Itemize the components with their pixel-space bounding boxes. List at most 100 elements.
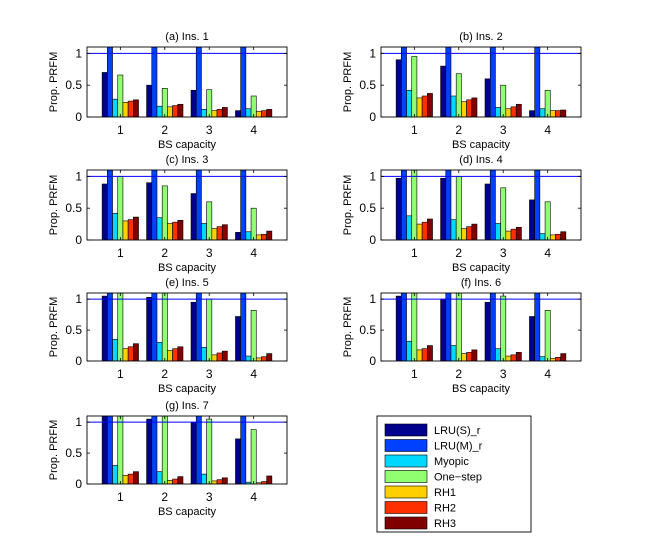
y-tick-label: 0.5	[65, 323, 82, 337]
bar	[406, 89, 413, 117]
legend-label: One−step	[434, 472, 482, 484]
bar	[172, 348, 179, 361]
bar	[101, 416, 108, 484]
bar	[195, 170, 202, 240]
bar	[445, 47, 452, 117]
bar	[127, 100, 134, 117]
bar	[250, 207, 257, 240]
bar	[201, 109, 207, 117]
bar	[255, 234, 262, 240]
bar	[112, 465, 119, 484]
bar	[221, 477, 228, 484]
bar	[510, 354, 517, 361]
panel-title: (g) Ins. 7	[165, 400, 208, 412]
bar	[421, 348, 428, 361]
bar	[133, 471, 139, 484]
y-tick-label: 0.5	[65, 446, 82, 460]
bar	[117, 176, 124, 240]
x-tick-label: 4	[544, 246, 551, 260]
bar	[484, 183, 491, 240]
bar	[461, 353, 467, 361]
panel-title: (c) Ins. 3	[166, 154, 209, 166]
bar	[461, 228, 467, 240]
bar	[211, 480, 218, 484]
bar	[211, 354, 218, 361]
y-tick-label: 0	[75, 477, 82, 491]
y-axis-label: Prop. PRFM	[48, 175, 60, 236]
bar	[167, 479, 173, 484]
bar	[133, 99, 139, 117]
axes-frame	[86, 415, 288, 485]
bar	[529, 199, 535, 240]
x-tick-label: 3	[500, 246, 507, 260]
y-tick-label: 0	[75, 354, 82, 368]
bar	[161, 416, 168, 484]
bar	[555, 110, 561, 117]
legend-swatch	[384, 501, 428, 514]
bar	[240, 293, 247, 361]
panel-title: (d) Ins. 4	[459, 154, 502, 166]
x-axis-label: BS capacity	[452, 139, 511, 151]
bar	[156, 217, 163, 240]
x-tick-label: 1	[411, 246, 418, 260]
bar	[161, 293, 168, 361]
bar	[146, 84, 153, 117]
bar	[266, 475, 273, 484]
bar	[211, 110, 218, 117]
y-tick-label: 0.5	[359, 78, 376, 92]
bar	[505, 230, 512, 240]
legend-box: LRU(S)_r LRU(M)_r Myopic One−step RH1 RH2 RH3	[376, 415, 532, 533]
bar	[544, 310, 551, 361]
bar	[235, 110, 241, 117]
x-tick-label: 3	[500, 123, 507, 137]
y-axis-label: Prop. PRFM	[342, 175, 354, 236]
bar	[495, 223, 501, 240]
bar	[395, 177, 402, 240]
bar	[471, 349, 478, 361]
bar	[161, 185, 168, 240]
y-axis-label: Prop. PRFM	[342, 52, 354, 113]
chart-panel-3: 1 2 3 4 0 0.5 1 (c) Ins. 3 BS capacity Prop. PRFM	[48, 154, 288, 274]
bar	[450, 219, 457, 240]
bar	[161, 88, 168, 117]
bar	[211, 228, 218, 240]
bar	[245, 355, 252, 361]
x-tick-label: 1	[117, 490, 124, 504]
y-axis-label: Prop. PRFM	[342, 297, 354, 358]
x-axis-label: BS capacity	[158, 506, 217, 518]
bar	[484, 78, 491, 117]
y-tick-label: 1	[75, 292, 82, 306]
bar	[555, 233, 561, 240]
bar	[255, 357, 262, 361]
y-tick-label: 0	[369, 354, 376, 368]
bar	[195, 47, 202, 117]
x-tick-label: 2	[161, 246, 168, 260]
bar	[401, 170, 407, 240]
y-tick-label: 0.5	[359, 323, 376, 337]
legend-label: RH3	[434, 518, 456, 530]
bar	[455, 293, 462, 361]
bar	[395, 59, 402, 117]
bar	[216, 109, 223, 117]
y-tick-label: 0.5	[359, 201, 376, 215]
bar	[560, 109, 567, 117]
bar	[101, 72, 108, 117]
bar	[172, 478, 179, 484]
x-tick-label: 3	[500, 367, 507, 381]
bar	[216, 479, 223, 484]
bar	[445, 170, 452, 240]
bar	[544, 201, 551, 240]
x-tick-label: 1	[117, 246, 124, 260]
bar	[127, 473, 134, 484]
y-axis-label: Prop. PRFM	[48, 420, 60, 481]
bar	[167, 106, 173, 117]
x-tick-label: 1	[411, 123, 418, 137]
bar	[515, 226, 522, 240]
bar	[122, 102, 129, 117]
bar	[466, 99, 473, 117]
bar	[107, 293, 113, 361]
bar	[534, 293, 541, 361]
bars	[395, 47, 567, 117]
bar	[560, 353, 567, 361]
